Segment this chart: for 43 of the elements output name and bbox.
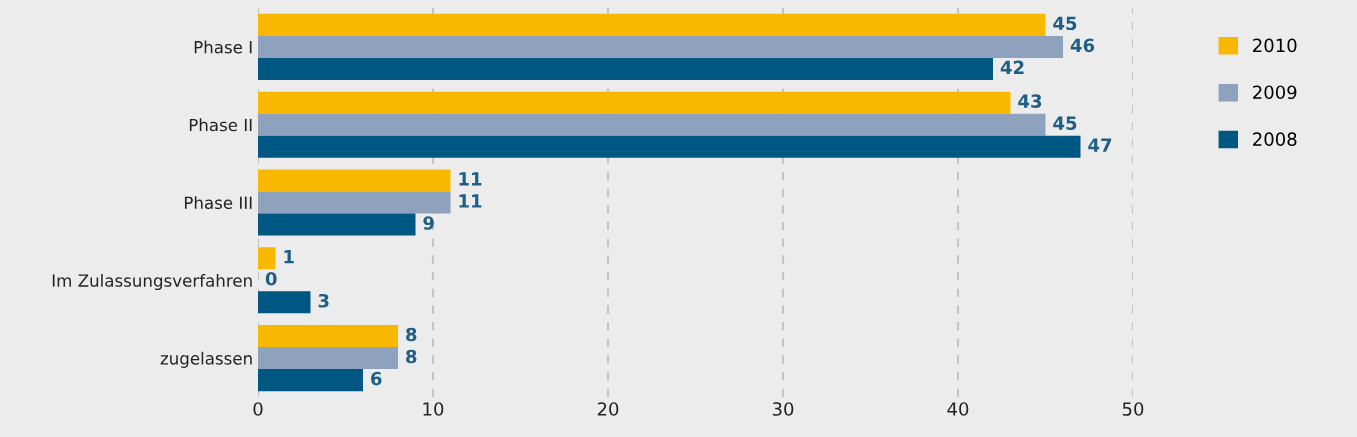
data-label: 43 [1018,94,1042,108]
data-label: 0 [265,271,277,286]
data-label: 45 [1053,16,1077,31]
x-tick-label: 20 [597,402,619,416]
bar [258,57,993,80]
legend-label: 2009 [1253,85,1297,100]
x-tick-label: 30 [772,402,794,416]
bar [258,347,398,370]
data-label: 46 [1070,38,1095,53]
bar [258,13,1046,36]
data-label: 42 [1000,60,1024,74]
data-label: 6 [371,371,382,386]
bar [258,35,1063,58]
y-tick-label: Phase II [189,118,252,132]
data-label: 11 [459,194,482,208]
bar [258,247,276,270]
bar [258,213,416,236]
x-tick-label: 0 [253,402,263,416]
bar [258,325,398,348]
x-tick-label: 50 [1122,402,1144,416]
bar [258,291,311,314]
legend-label: 2010 [1253,38,1297,53]
data-label: 8 [406,327,417,342]
y-tick-label: Phase I [194,40,252,54]
data-label: 9 [423,216,434,230]
data-label: 3 [318,293,329,308]
bar [258,113,1046,136]
y-tick-label: Phase III [184,196,252,210]
data-label: 47 [1088,138,1112,152]
data-label: 45 [1053,116,1077,130]
data-label: 8 [406,349,417,364]
x-tick-label: 10 [423,402,444,416]
legend-label: 2008 [1253,132,1297,146]
bar [258,169,451,192]
x-tick-label: 40 [947,402,969,416]
data-label: 1 [284,250,294,264]
bar [258,135,1081,158]
y-tick-label: Im Zulassungsverfahren [52,273,252,291]
y-tick-label: zugelassen [160,351,252,368]
data-label: 11 [459,172,482,186]
bar [258,91,1011,114]
bar [258,369,363,392]
bar [258,191,451,214]
